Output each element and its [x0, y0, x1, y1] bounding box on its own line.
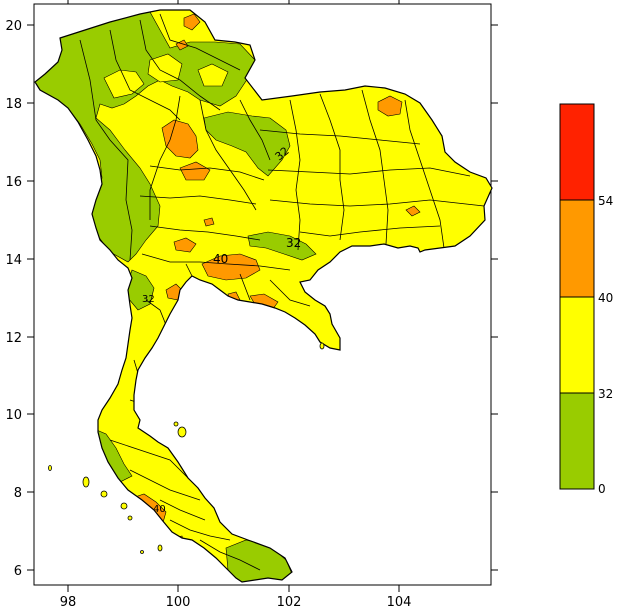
- y-tick-label: 6: [14, 564, 22, 579]
- province-boundaries: [79, 13, 485, 571]
- zone-north-yellow-2: [147, 53, 183, 83]
- contour-label-32-west: 32: [142, 294, 155, 305]
- y-tick-labels: 6 8 10 12 14 16 18 20: [5, 19, 22, 579]
- islands: [48, 342, 325, 554]
- x-tick-label: 98: [60, 595, 77, 610]
- zone-center-orange-3: [203, 217, 215, 227]
- y-tick-label: 10: [5, 408, 22, 423]
- zone-center-orange-1: [173, 237, 197, 253]
- contour-label-40-south: 40: [153, 504, 166, 515]
- contour-label-40: 40: [213, 252, 228, 266]
- legend-label-40: 40: [598, 291, 613, 305]
- x-tick-labels: 98 100 102 104: [60, 595, 412, 610]
- zone-north-yellow-3: [197, 63, 229, 87]
- legend-label-0: 0: [598, 482, 606, 496]
- zone-north-yellow-1: [103, 69, 145, 99]
- x-tick-label: 104: [387, 595, 412, 610]
- axis-ticks: [27, 0, 498, 592]
- legend-swatch-yellow: [560, 297, 594, 393]
- legend-label-32: 32: [598, 387, 613, 401]
- y-tick-label: 14: [5, 253, 22, 268]
- legend-swatch-red: [560, 104, 594, 200]
- y-tick-label: 18: [5, 97, 22, 112]
- zone-center-orange-2: [201, 253, 261, 281]
- legend-swatch-green: [560, 393, 594, 489]
- y-tick-label: 8: [14, 486, 22, 501]
- zone-north-orange-4: [179, 161, 211, 181]
- x-tick-label: 100: [166, 595, 191, 610]
- zone-north-orange-3: [161, 119, 199, 159]
- y-tick-label: 20: [5, 19, 22, 34]
- legend-colorbar: 54 40 32 0: [559, 103, 613, 496]
- y-tick-label: 12: [5, 331, 22, 346]
- zone-north-orange-1: [183, 13, 201, 31]
- legend-label-54: 54: [598, 194, 613, 208]
- contour-label-32-center: 32: [286, 236, 301, 250]
- x-tick-label: 102: [277, 595, 302, 610]
- zone-northeast-green: [203, 111, 291, 177]
- zone-northeast-orange-2: [405, 205, 421, 217]
- zone-center-green: [247, 231, 317, 261]
- y-tick-label: 16: [5, 175, 22, 190]
- zone-northeast-orange-1: [377, 95, 403, 117]
- legend-swatch-orange: [560, 200, 594, 297]
